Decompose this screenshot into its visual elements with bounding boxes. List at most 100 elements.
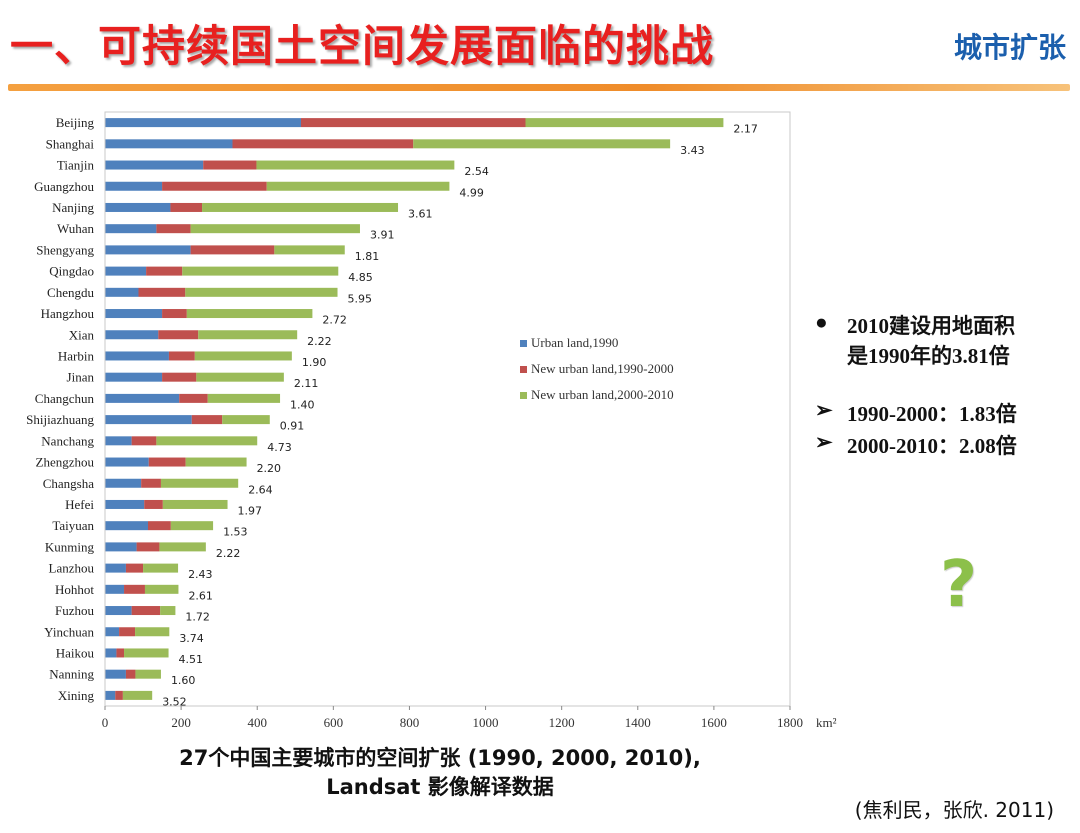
bar-changsha-series-2 <box>141 478 161 488</box>
bar-jinan-series-2 <box>162 372 197 382</box>
bar-haikou-series-2 <box>116 648 125 658</box>
data-label: 3.74 <box>179 632 204 645</box>
x-tick-label: 400 <box>247 715 267 730</box>
data-label: 4.85 <box>348 271 373 284</box>
category-label: Changchun <box>35 391 95 406</box>
data-label: 0.91 <box>280 420 305 433</box>
bar-nanjing-series-3 <box>202 202 399 212</box>
bar-nanchang-series-2 <box>131 436 157 446</box>
data-label: 2.54 <box>464 165 489 178</box>
category-label: Kunming <box>45 539 95 554</box>
bar-nanchang-series-3 <box>156 436 258 446</box>
bar-shanghai-series-3 <box>413 139 671 149</box>
bar-xian-series-1 <box>105 330 159 340</box>
bar-nanjing-series-1 <box>105 202 171 212</box>
data-label: 2.64 <box>248 483 273 496</box>
category-label: Qingdao <box>49 264 94 279</box>
category-label: Jinan <box>67 370 95 385</box>
category-label: Nanchang <box>41 433 94 448</box>
x-tick-label: 1600 <box>701 715 727 730</box>
category-label: Xian <box>69 327 95 342</box>
category-label: Nanjing <box>52 200 94 215</box>
bar-nanning-series-1 <box>105 669 126 679</box>
bar-harbin-series-2 <box>168 351 195 361</box>
question-mark-icon: ? <box>940 548 978 622</box>
bar-taiyuan-series-1 <box>105 521 149 531</box>
plot-area <box>104 111 791 707</box>
category-label: Taiyuan <box>52 518 94 533</box>
summary-line-1: 2010建设用地面积 <box>847 314 1015 338</box>
legend-label-1990-2000: New urban land,1990-2000 <box>531 361 674 376</box>
data-label: 2.17 <box>733 123 758 136</box>
bar-jinan-series-1 <box>105 372 163 382</box>
page-title: 一、可持续国土空间发展面临的挑战 <box>10 22 714 72</box>
category-label: Zhengzhou <box>36 455 95 470</box>
bar-hefei-series-3 <box>162 499 228 509</box>
x-tick-label: 0 <box>102 715 109 730</box>
bar-lanzhou-series-3 <box>143 563 179 573</box>
bar-changchun-series-3 <box>207 393 281 403</box>
arrow-icon: ➢ <box>815 430 833 454</box>
summary-panel: ● 2010建设用地面积 是1990年的3.81倍 ➢ 1990-2000：1.… <box>815 310 1065 460</box>
x-tick-label: 600 <box>324 715 344 730</box>
bar-guangzhou-series-1 <box>105 181 163 191</box>
summary-line-2: 是1990年的3.81倍 <box>847 344 1010 368</box>
category-label: Tianjin <box>57 158 95 173</box>
data-label: 4.73 <box>267 441 292 454</box>
summary-stat-1: ➢ 1990-2000：1.83倍 <box>815 398 1065 428</box>
category-label: Xining <box>58 688 95 703</box>
bar-kunming-series-2 <box>136 542 160 552</box>
bar-wuhan-series-3 <box>190 224 360 234</box>
legend-item-1990-2000: New urban land,1990-2000 <box>520 356 674 382</box>
bar-tianjin-series-1 <box>105 160 204 170</box>
data-label: 4.99 <box>459 186 484 199</box>
bar-beijing-series-1 <box>105 118 301 128</box>
caption-line-2: Landsat 影像解译数据 <box>326 775 554 799</box>
bar-nanjing-series-2 <box>170 202 203 212</box>
category-label: Changsha <box>43 476 95 491</box>
bar-haikou-series-3 <box>124 648 169 658</box>
bar-hangzhou-series-3 <box>186 309 313 319</box>
x-tick-label: 1400 <box>625 715 651 730</box>
bar-xining-series-1 <box>105 690 116 700</box>
category-label: Wuhan <box>57 221 95 236</box>
bar-hefei-series-2 <box>144 499 163 509</box>
data-label: 2.61 <box>188 589 213 602</box>
category-label: Yinchuan <box>44 624 94 639</box>
bullet-icon: ● <box>815 310 828 334</box>
data-label: 1.60 <box>171 674 196 687</box>
data-label: 2.72 <box>322 314 347 327</box>
bar-hefei-series-1 <box>105 499 145 509</box>
data-label: 1.72 <box>185 611 210 624</box>
category-label: Nanning <box>49 667 94 682</box>
city-expansion-chart: Beijing 2.17 Shanghai 3.43 Tianjin 2.54 Guangz… <box>0 100 860 740</box>
bar-taiyuan-series-3 <box>170 521 214 531</box>
bar-yinchuan-series-1 <box>105 627 120 637</box>
bar-nanning-series-2 <box>125 669 136 679</box>
bar-changchun-series-1 <box>105 393 180 403</box>
category-label: Guangzhou <box>34 179 94 194</box>
category-label: Hefei <box>65 497 94 512</box>
bar-xian-series-3 <box>198 330 298 340</box>
bar-shengyang-series-1 <box>105 245 191 255</box>
bar-zhengzhou-series-3 <box>185 457 247 467</box>
bar-yinchuan-series-3 <box>135 627 170 637</box>
bar-nanchang-series-1 <box>105 436 132 446</box>
category-label: Beijing <box>56 115 95 130</box>
bar-changsha-series-1 <box>105 478 142 488</box>
caption-line-1: 27个中国主要城市的空间扩张 (1990, 2000, 2010), <box>179 746 701 770</box>
bar-harbin-series-1 <box>105 351 169 361</box>
chart-caption: 27个中国主要城市的空间扩张 (1990, 2000, 2010), Lands… <box>120 744 760 802</box>
header-divider <box>8 84 1070 91</box>
data-label: 2.11 <box>294 377 319 390</box>
bar-lanzhou-series-1 <box>105 563 126 573</box>
category-label: Harbin <box>58 348 95 363</box>
stat-1990-2000: 1990-2000：1.83倍 <box>847 402 1017 426</box>
data-label: 2.22 <box>307 335 332 348</box>
bar-tianjin-series-2 <box>203 160 257 170</box>
bar-shijiazhuang-series-1 <box>105 415 192 425</box>
bar-hangzhou-series-1 <box>105 309 163 319</box>
category-label: Hohhot <box>55 582 94 597</box>
legend-item-2000-2010: New urban land,2000-2010 <box>520 382 674 408</box>
bar-shijiazhuang-series-2 <box>191 415 223 425</box>
